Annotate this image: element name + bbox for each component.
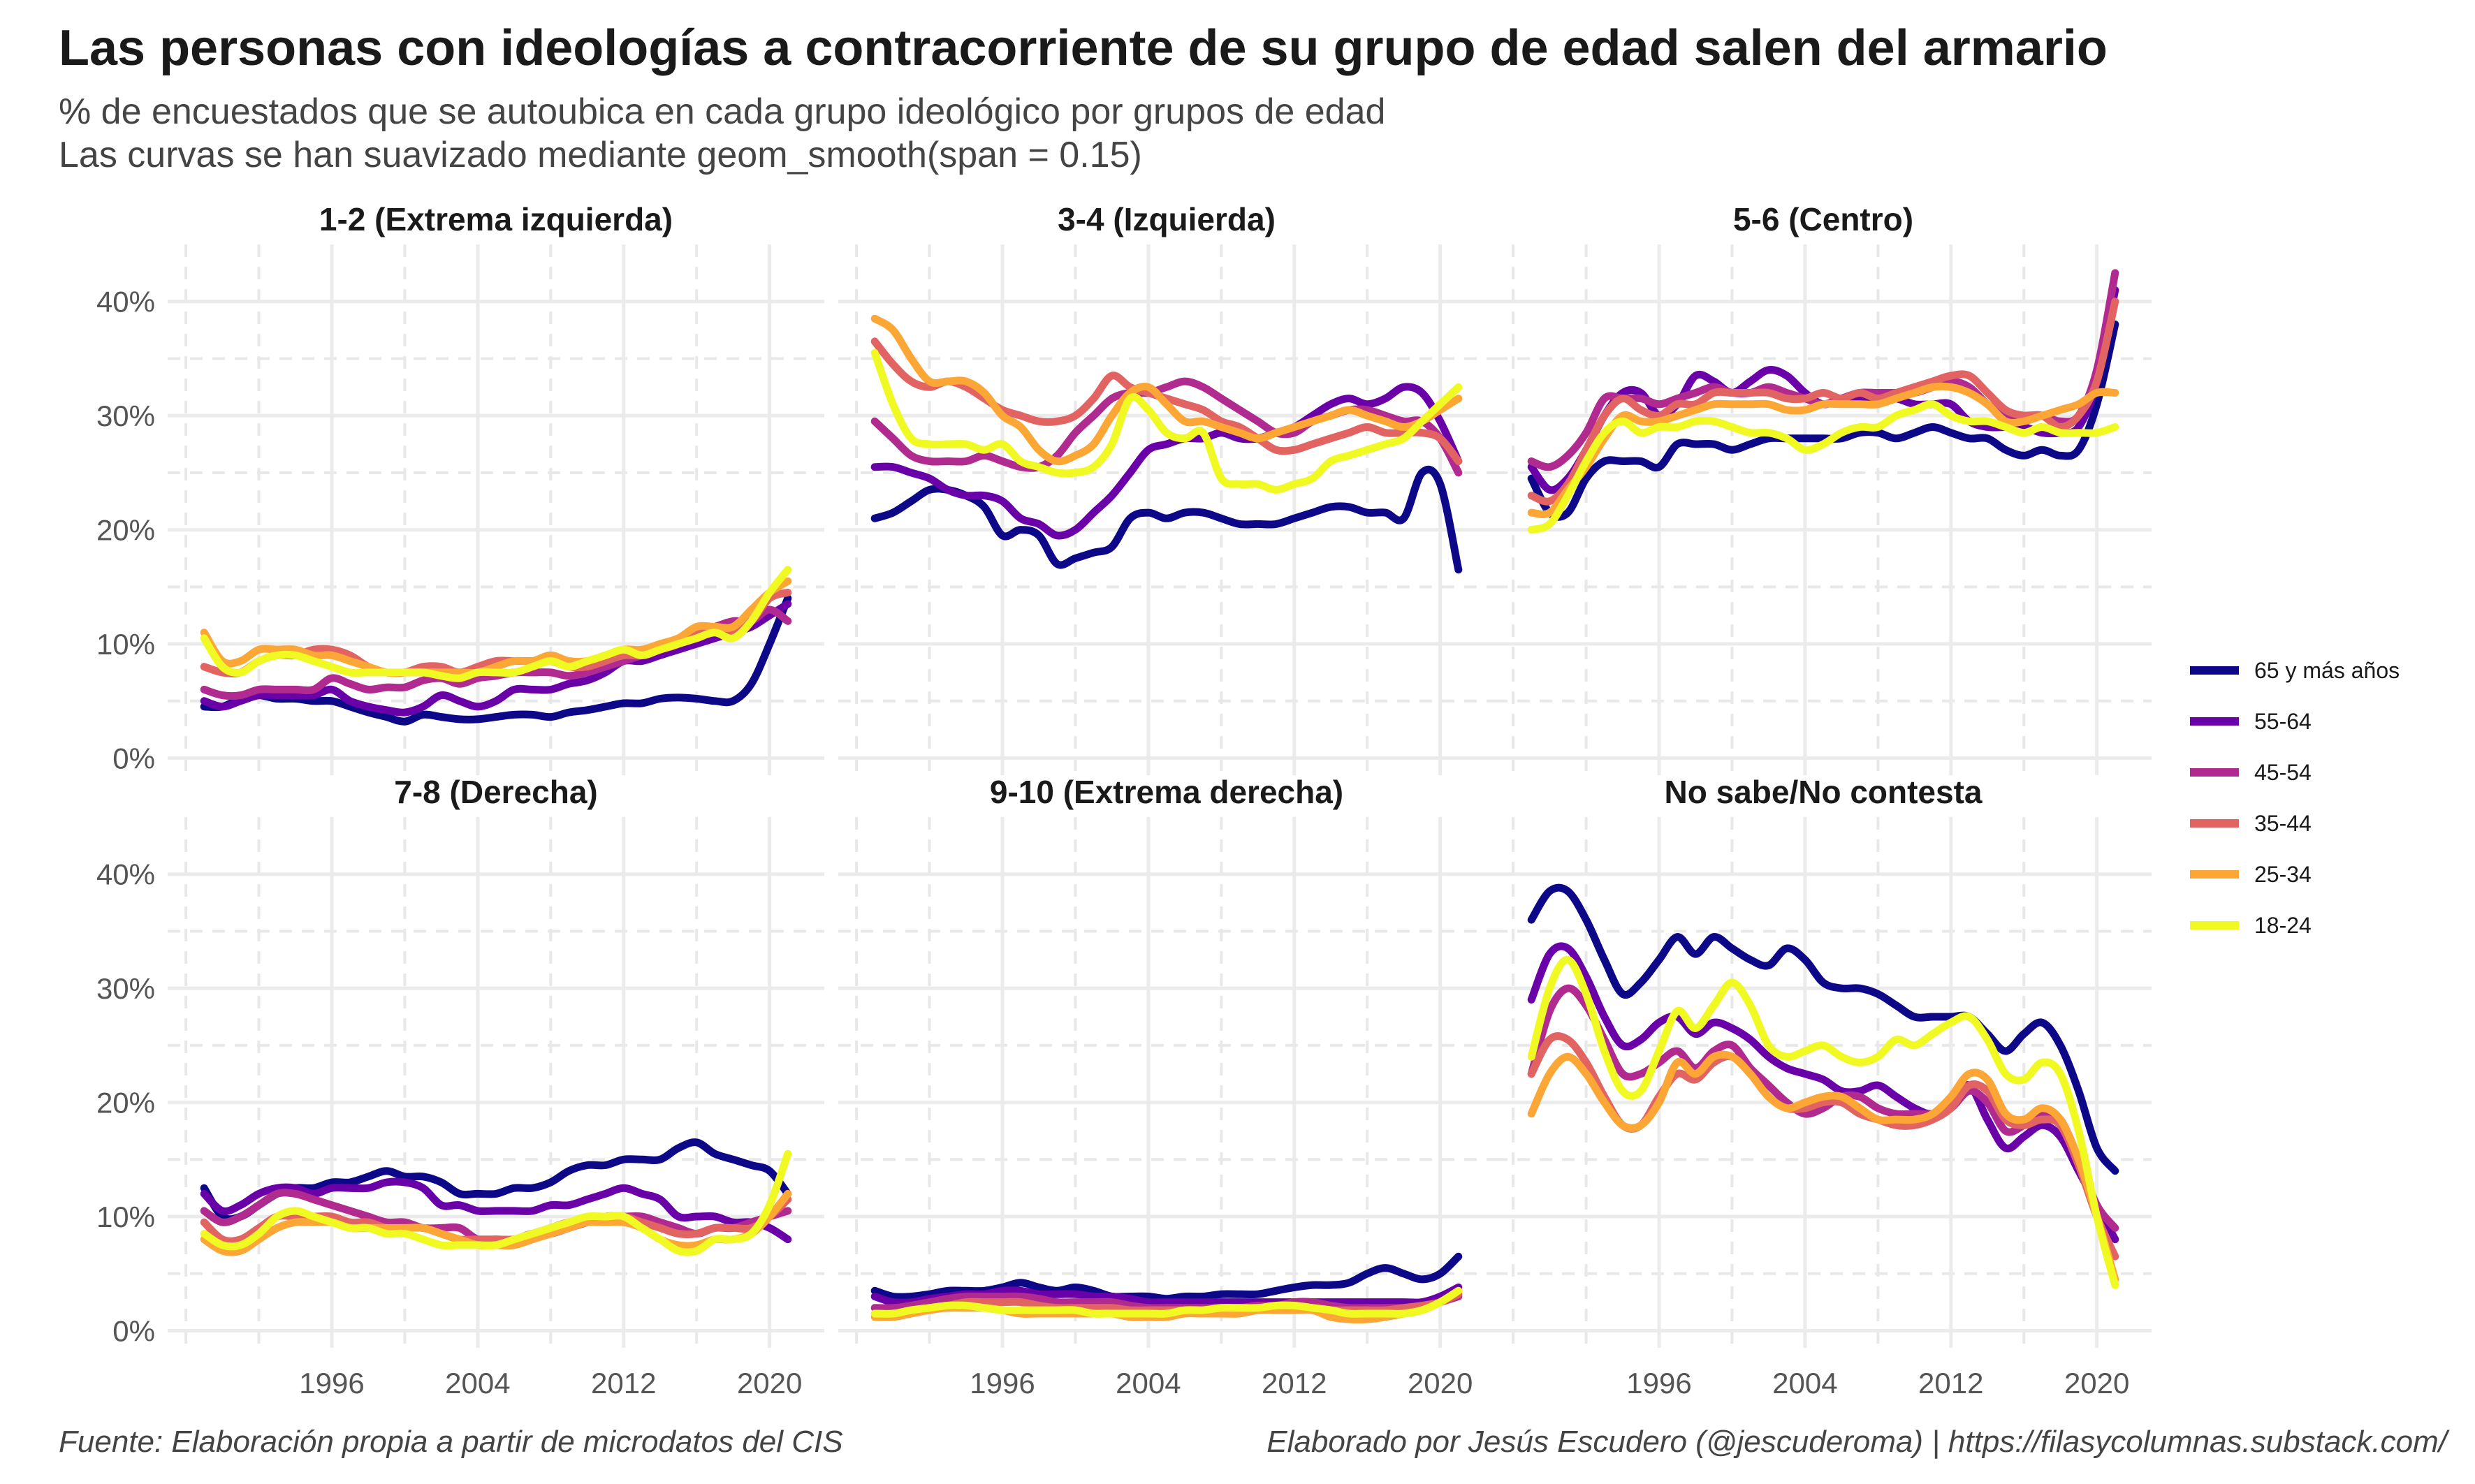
x-tick-label: 1996 <box>970 1367 1035 1399</box>
x-tick-label: 2004 <box>1116 1367 1181 1399</box>
series-line-5-6-centro-18-24 <box>1527 400 2119 534</box>
series-line-7-8-derecha-18-24 <box>200 1149 792 1256</box>
facet-label-9-10-extrema-derecha: 9-10 (Extrema derecha) <box>990 774 1343 810</box>
series-line-1-2-extrema-izquierda-18-24 <box>200 566 792 682</box>
x-tick-label: 2012 <box>591 1367 656 1399</box>
chart-subtitle-line1: % de encuestados que se autoubica en cad… <box>59 91 1386 132</box>
x-tick-label: 2012 <box>1918 1367 1983 1399</box>
y-tick-label: 20% <box>96 514 155 547</box>
y-tick-label: 40% <box>96 858 155 891</box>
series-line-3-4-izquierda-35-44 <box>870 337 1463 465</box>
x-tick-label: 2012 <box>1262 1367 1327 1399</box>
y-tick-label: 10% <box>96 1200 155 1233</box>
series-line-3-4-izquierda-65-y-mas-anos <box>870 465 1463 574</box>
legend-label-18-24: 18-24 <box>2254 913 2312 938</box>
series-line-5-6-centro-25-34 <box>1527 382 2119 518</box>
legend-label-55-64: 55-64 <box>2254 709 2312 734</box>
x-tick-label: 1996 <box>1626 1367 1691 1399</box>
chart-title: Las personas con ideologías a contracorr… <box>59 20 2108 76</box>
series-line-3-4-izquierda-25-34 <box>870 314 1463 466</box>
facet-label-1-2-extrema-izquierda: 1-2 (Extrema izquierda) <box>319 201 673 237</box>
x-tick-label: 2020 <box>1408 1367 1473 1399</box>
caption-source: Fuente: Elaboración propia a partir de m… <box>59 1425 843 1459</box>
x-tick-label: 1996 <box>299 1367 364 1399</box>
y-tick-label: 20% <box>96 1087 155 1119</box>
legend-label-45-54: 45-54 <box>2254 760 2312 785</box>
series-line-9-10-extrema-derecha-18-24 <box>870 1286 1463 1318</box>
series-line-7-8-derecha-35-44 <box>200 1196 792 1245</box>
y-tick-label: 0% <box>112 742 155 774</box>
series-line-no-sabe-no-contesta-18-24 <box>1527 955 2119 1289</box>
series-line-no-sabe-no-contesta-25-34 <box>1527 1050 2119 1284</box>
series-line-3-4-izquierda-55-64 <box>870 383 1463 540</box>
series-line-no-sabe-no-contesta-65-y-mas-anos <box>1527 883 2119 1175</box>
series-line-no-sabe-no-contesta-45-54 <box>1527 984 2119 1232</box>
series-line-5-6-centro-35-44 <box>1527 297 2119 506</box>
y-tick-label: 40% <box>96 286 155 318</box>
x-tick-label: 2020 <box>737 1367 802 1399</box>
legend-label-25-34: 25-34 <box>2254 862 2312 887</box>
facet-label-7-8-derecha: 7-8 (Derecha) <box>394 774 597 810</box>
facet-label-5-6-centro: 5-6 (Centro) <box>1733 201 1913 237</box>
series-line-1-2-extrema-izquierda-25-34 <box>200 577 792 677</box>
series-line-no-sabe-no-contesta-55-64 <box>1527 942 2119 1244</box>
facet-label-3-4-izquierda: 3-4 (Izquierda) <box>1058 201 1276 237</box>
chart-subtitle-line2: Las curvas se han suavizado mediante geo… <box>59 135 1142 175</box>
y-tick-label: 30% <box>96 399 155 432</box>
y-tick-label: 10% <box>96 628 155 661</box>
y-tick-label: 30% <box>96 972 155 1005</box>
series-line-3-4-izquierda-18-24 <box>870 348 1463 494</box>
series-line-1-2-extrema-izquierda-55-64 <box>200 600 792 717</box>
x-tick-label: 2004 <box>1772 1367 1837 1399</box>
legend-label-65-y-mas-anos: 65 y más años <box>2254 658 2400 683</box>
series-line-3-4-izquierda-45-54 <box>870 377 1463 477</box>
series-line-7-8-derecha-55-64 <box>200 1177 792 1244</box>
y-tick-label: 0% <box>112 1314 155 1347</box>
x-tick-label: 2020 <box>2064 1367 2129 1399</box>
x-tick-label: 2004 <box>445 1367 510 1399</box>
legend-label-35-44: 35-44 <box>2254 811 2312 836</box>
caption-author: Elaborado por Jesús Escudero (@jescudero… <box>1266 1425 2447 1459</box>
facet-label-no-sabe-no-contesta: No sabe/No contesta <box>1665 774 1983 810</box>
